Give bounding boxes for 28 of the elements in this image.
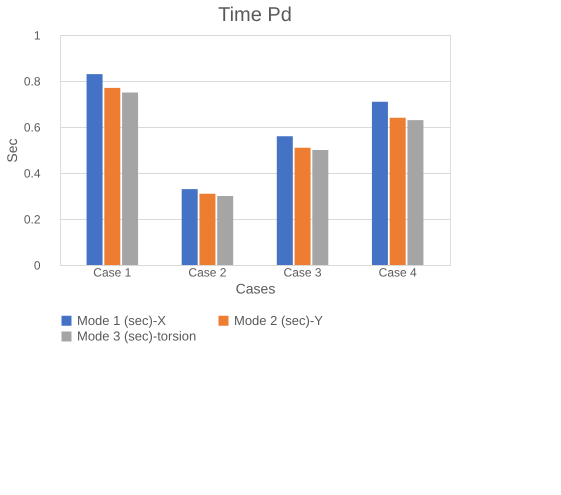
bar [312,150,328,265]
x-tick-label: Case 2 [188,266,227,280]
y-tick-label: 0.2 [24,212,41,226]
bar [372,102,388,265]
x-axis-title: Cases [236,280,276,296]
x-tick-label: Case 3 [284,266,322,280]
legend-label: Mode 2 (sec)-Y [234,312,324,328]
x-tick-label: Case 4 [378,266,418,280]
bar [86,74,103,265]
x-tick-label: Case 1 [93,266,132,280]
legend-label: Mode 3 (sec)-torsion [77,328,196,344]
bar [199,194,216,265]
bar [122,92,138,265]
bar [390,118,406,265]
y-axis-title: Sec [4,138,20,163]
bar [276,136,293,265]
legend-label: Mode 1 (sec)-X [77,312,166,328]
chart-title: Time Pd [218,4,292,26]
y-tick-label: 0.8 [24,74,41,88]
y-tick-label: 0.4 [24,166,41,180]
bar [407,120,424,265]
y-tick-label: 0 [34,258,41,272]
bar [217,196,234,265]
bar [182,189,198,265]
bar [294,148,311,265]
y-tick-label: 0.6 [24,120,41,134]
y-tick-label: 1 [34,28,41,42]
bar [104,88,120,265]
